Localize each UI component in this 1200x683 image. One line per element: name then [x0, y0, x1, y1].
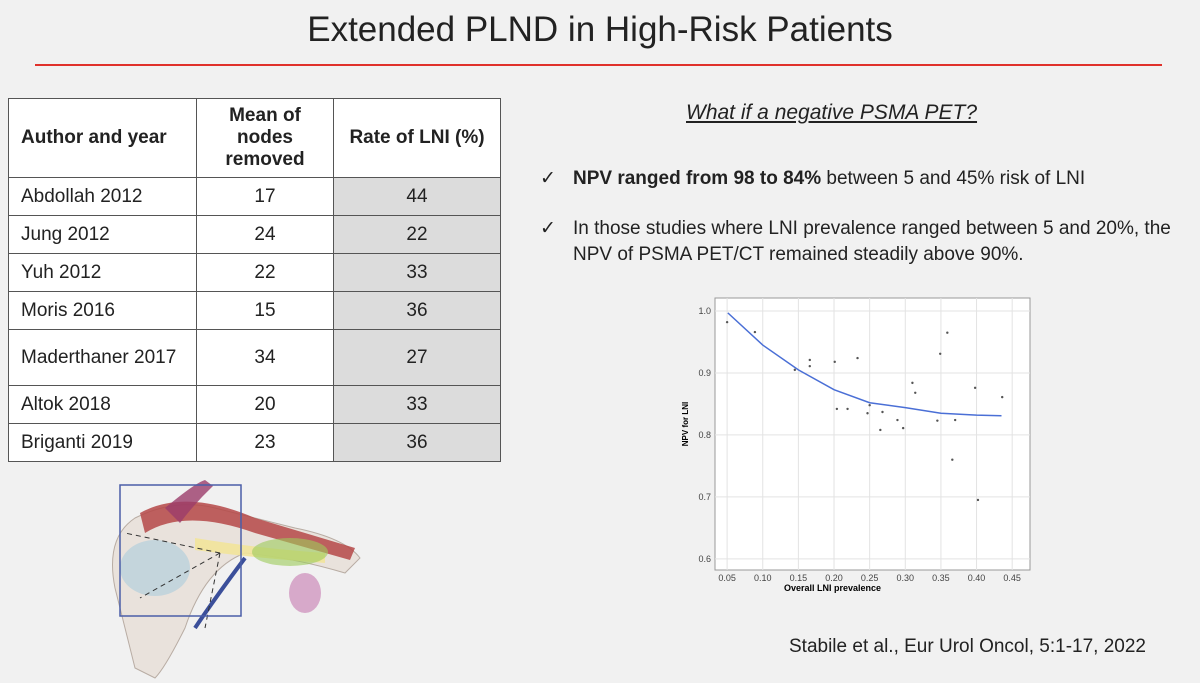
header-cell: Rate of LNI (%)	[333, 98, 501, 178]
table-cell: Altok 2018	[8, 385, 197, 424]
bullet-text: In those studies where LNI prevalence ra…	[573, 218, 1171, 265]
table-cell: Moris 2016	[8, 291, 197, 330]
data-point	[951, 458, 954, 461]
table-cell: 44	[333, 177, 501, 216]
y-tick-label: 0.6	[698, 554, 711, 564]
table-cell: 36	[333, 423, 501, 462]
table-cell: Jung 2012	[8, 215, 197, 254]
table-cell: 15	[196, 291, 334, 330]
data-point	[793, 368, 797, 372]
data-point	[939, 352, 942, 355]
data-point	[953, 418, 957, 422]
data-point	[901, 426, 905, 430]
y-tick-label: 0.7	[698, 492, 711, 502]
y-axis-label: NPV for LNI	[681, 402, 690, 446]
data-point	[879, 428, 882, 432]
table-cell: 27	[333, 329, 501, 386]
lni-table: Author and year Mean of nodes removed Ra…	[8, 98, 501, 462]
data-point	[896, 418, 899, 422]
data-point	[753, 330, 757, 334]
data-point	[808, 364, 811, 368]
table-cell: Yuh 2012	[8, 253, 197, 292]
table-cell: Briganti 2019	[8, 423, 197, 462]
table-row: Altok 2018 20 33	[8, 385, 501, 424]
data-point	[856, 356, 859, 360]
scatter-chart: 0.6 0.7 0.8 0.9 1.0 0.05 0.10 0.15 0.20 0.25 0.30 0…	[681, 297, 1031, 593]
data-point	[911, 381, 914, 385]
data-point	[725, 320, 729, 324]
data-point	[866, 412, 869, 415]
data-point	[833, 360, 836, 364]
title-rule	[35, 64, 1162, 66]
table-row: Yuh 2012 22 33	[8, 253, 501, 292]
table-row: Maderthaner 2017 34 27	[8, 329, 501, 386]
x-tick-label: 0.25	[861, 573, 879, 583]
slide-title: Extended PLND in High-Risk Patients	[307, 10, 893, 49]
header-cell: Mean of nodes removed	[196, 98, 334, 178]
table-row: Jung 2012 24 22	[8, 215, 501, 254]
data-point	[808, 358, 811, 362]
table-cell: 22	[196, 253, 334, 292]
data-point	[868, 403, 871, 407]
x-tick-label: 0.45	[1003, 573, 1021, 583]
data-point	[946, 331, 949, 334]
table-cell: 20	[196, 385, 334, 424]
x-tick-label: 0.15	[790, 573, 808, 583]
y-tick-label: 0.9	[698, 368, 711, 378]
data-point	[846, 407, 849, 411]
x-axis-label: Overall LNI prevalence	[784, 583, 881, 593]
table-cell: 22	[333, 215, 501, 254]
header-cell: Author and year	[8, 98, 197, 178]
table-row: Abdollah 2012 17 44	[8, 177, 501, 216]
table-cell: Maderthaner 2017	[8, 329, 197, 386]
citation: Stabile et al., Eur Urol Oncol, 5:1-17, …	[789, 636, 1146, 657]
table-cell: Abdollah 2012	[8, 177, 197, 216]
x-tick-label: 0.40	[968, 573, 986, 583]
table-row: Moris 2016 15 36	[8, 291, 501, 330]
x-tick-label: 0.05	[718, 573, 736, 583]
bullet-text: between 5 and 45% risk of LNI	[821, 168, 1086, 189]
data-point	[881, 410, 884, 414]
table-cell: 17	[196, 177, 334, 216]
x-tick-label: 0.10	[754, 573, 772, 583]
bullet-bold: NPV ranged from 98 to 84%	[573, 168, 822, 189]
anatomy-illustration	[112, 480, 361, 679]
x-tick-label: 0.35	[932, 573, 950, 583]
table-cell: 33	[333, 385, 501, 424]
trend-line	[727, 312, 1002, 417]
data-point	[976, 498, 980, 502]
x-tick-label: 0.20	[825, 573, 843, 583]
table-row: Briganti 2019 23 36	[8, 423, 501, 462]
table-cell: 24	[196, 215, 334, 254]
data-point	[914, 391, 917, 394]
table-cell: 36	[333, 291, 501, 330]
table-cell: 23	[196, 423, 334, 462]
plot-area	[714, 297, 1031, 571]
table-cell: 34	[196, 329, 334, 386]
data-point	[936, 419, 939, 422]
table-cell: 33	[333, 253, 501, 292]
data-point	[835, 407, 839, 411]
data-point	[1001, 395, 1004, 399]
data-point	[973, 386, 977, 390]
y-tick-label: 0.8	[698, 430, 711, 440]
y-tick-label: 1.0	[698, 306, 711, 316]
question: What if a negative PSMA PET?	[686, 101, 978, 124]
x-tick-label: 0.30	[897, 573, 915, 583]
